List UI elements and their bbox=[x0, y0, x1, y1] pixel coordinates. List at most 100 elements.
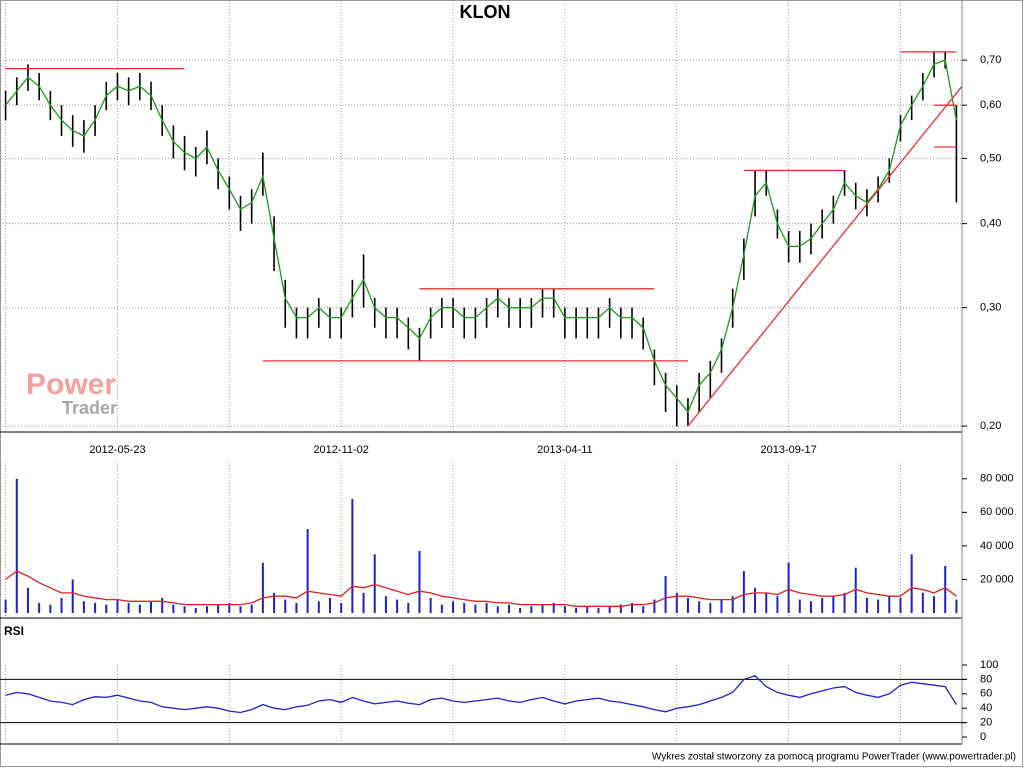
volume-bar bbox=[396, 599, 399, 613]
volume-bar bbox=[552, 602, 555, 613]
volume-bar bbox=[798, 599, 801, 613]
volume-bar bbox=[619, 604, 622, 613]
volume-bar bbox=[60, 597, 63, 613]
volume-bar bbox=[183, 606, 186, 613]
volume-bar bbox=[116, 599, 119, 613]
volume-bar bbox=[944, 566, 947, 613]
volume-bar bbox=[440, 604, 443, 613]
volume-bar bbox=[664, 576, 667, 613]
volume-bar bbox=[340, 602, 343, 613]
volume-bar bbox=[15, 478, 18, 613]
volume-bar bbox=[541, 604, 544, 613]
volume-bar bbox=[362, 592, 365, 613]
volume-bar bbox=[4, 599, 7, 613]
volume-bar bbox=[742, 571, 745, 613]
volume-bar bbox=[631, 602, 634, 613]
y-tick-label: 40 000 bbox=[980, 540, 1014, 552]
y-tick-label: 0,60 bbox=[980, 99, 1001, 111]
y-tick-label: 0 bbox=[980, 731, 986, 743]
volume-bar bbox=[317, 601, 320, 613]
volume-bar bbox=[194, 607, 197, 613]
y-tick-label: 0,40 bbox=[980, 218, 1001, 230]
volume-bar bbox=[754, 587, 757, 613]
volume-bar bbox=[575, 607, 578, 613]
volume-bar bbox=[239, 606, 242, 613]
y-tick-label: 0,30 bbox=[980, 302, 1001, 314]
y-tick-label: 20 bbox=[980, 717, 992, 729]
volume-bar bbox=[888, 596, 891, 613]
volume-bar bbox=[295, 602, 298, 613]
volume-bar bbox=[26, 587, 29, 613]
volume-bar bbox=[843, 592, 846, 613]
y-tick-label: 0,70 bbox=[980, 54, 1001, 66]
volume-bar bbox=[127, 602, 130, 613]
volume-bar bbox=[787, 562, 790, 613]
volume-average bbox=[5, 570, 957, 607]
volume-bar bbox=[765, 592, 768, 613]
volume-bar bbox=[865, 597, 868, 613]
y-tick-label: 80 000 bbox=[980, 473, 1014, 485]
y-tick-label: 100 bbox=[980, 659, 998, 671]
volume-bar bbox=[172, 604, 175, 613]
volume-bar bbox=[217, 604, 220, 613]
volume-bar bbox=[38, 602, 41, 613]
footer: Wykres został stworzony za pomocą progra… bbox=[652, 752, 1016, 763]
volume-bar bbox=[463, 602, 466, 613]
volume-bar bbox=[642, 606, 645, 613]
volume-bar bbox=[49, 604, 52, 613]
volume-bar bbox=[306, 529, 309, 613]
volume-bar bbox=[474, 604, 477, 613]
volume-bar bbox=[284, 599, 287, 613]
volume-bar bbox=[955, 599, 958, 613]
volume-bar bbox=[418, 550, 421, 613]
chart-title: KLON bbox=[460, 2, 511, 22]
volume-bar bbox=[597, 607, 600, 613]
x-tick-label: 2012-05-23 bbox=[89, 444, 145, 456]
volume-bar bbox=[94, 602, 97, 613]
volume-bar bbox=[138, 604, 141, 613]
volume-bar bbox=[530, 606, 533, 613]
y-tick-label: 40 bbox=[980, 702, 992, 714]
volume-bar bbox=[150, 601, 153, 613]
y-tick-label: 0,50 bbox=[980, 152, 1001, 164]
volume-bar bbox=[821, 597, 824, 613]
volume-bar bbox=[653, 599, 656, 613]
volume-bar bbox=[161, 597, 164, 613]
volume-bar bbox=[519, 607, 522, 613]
volume-bar bbox=[205, 606, 208, 613]
y-tick-label: 60 bbox=[980, 688, 992, 700]
volume-bar bbox=[429, 597, 432, 613]
volume-bar bbox=[586, 606, 589, 613]
watermark: Trader bbox=[62, 398, 117, 418]
volume-bar bbox=[720, 599, 723, 613]
volume-bar bbox=[250, 604, 253, 613]
x-tick-label: 2012-11-02 bbox=[313, 444, 368, 456]
watermark: Power bbox=[26, 368, 116, 401]
volume-bar bbox=[608, 606, 611, 613]
volume-bar bbox=[328, 597, 331, 613]
panel-title: RSI bbox=[4, 624, 24, 638]
volume-bar bbox=[373, 554, 376, 613]
volume-bar bbox=[809, 601, 812, 613]
volume-bar bbox=[485, 602, 488, 613]
x-tick-label: 2013-04-11 bbox=[537, 444, 592, 456]
volume-bar bbox=[71, 579, 74, 613]
trendline bbox=[687, 85, 963, 427]
volume-bar bbox=[273, 592, 276, 613]
volume-bar bbox=[351, 498, 354, 613]
volume-bar bbox=[675, 592, 678, 613]
volume-bar bbox=[731, 596, 734, 613]
y-tick-label: 0,20 bbox=[980, 420, 1001, 432]
volume-bar bbox=[384, 596, 387, 613]
volume-bar bbox=[507, 604, 510, 613]
volume-bar bbox=[709, 602, 712, 613]
volume-bar bbox=[933, 596, 936, 613]
volume-bar bbox=[832, 596, 835, 613]
volume-bar bbox=[899, 597, 902, 613]
x-tick-label: 2013-09-17 bbox=[760, 444, 816, 456]
volume-bar bbox=[407, 602, 410, 613]
volume-bar bbox=[698, 601, 701, 613]
y-tick-label: 80 bbox=[980, 673, 992, 685]
